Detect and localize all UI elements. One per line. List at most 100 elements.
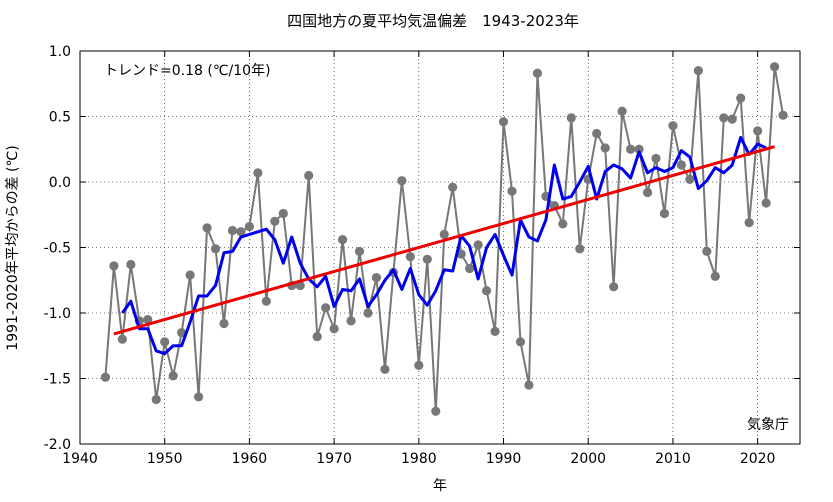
annual-data-point	[507, 186, 517, 196]
annual-data-point	[405, 252, 415, 262]
gridlines	[80, 51, 800, 444]
x-tick-label: 2000	[570, 451, 606, 467]
axes: 1940 1950 1960 1970 1980 1990 2000 2010 2020 -2.0…	[44, 44, 800, 467]
annual-data-point	[422, 254, 432, 264]
annual-data-point	[219, 318, 229, 329]
y-tick-label: -1.5	[44, 372, 71, 388]
annual-data-point	[702, 246, 712, 257]
annual-data-point	[439, 229, 449, 239]
annual-data-point	[625, 144, 636, 154]
annual-data-point	[261, 296, 271, 306]
annual-data-point	[769, 62, 780, 72]
annual-data-point	[744, 218, 754, 228]
credit-label: 気象庁	[747, 417, 789, 433]
annual-data-point	[524, 380, 534, 390]
annual-data-point	[253, 168, 263, 178]
annual-data-point	[778, 110, 788, 120]
annual-data-point	[558, 219, 568, 229]
annual-data-point	[575, 244, 585, 254]
y-tick-label: -1.0	[44, 306, 71, 322]
annual-data-point	[761, 198, 771, 208]
annual-data-point	[270, 216, 280, 226]
annual-data-point	[642, 187, 653, 198]
annual-data-point	[397, 176, 407, 186]
annual-data-point	[168, 371, 178, 381]
trend-line	[113, 145, 775, 336]
annual-data-point	[414, 360, 424, 370]
annual-data-point	[354, 246, 365, 257]
annual-data-point	[210, 244, 221, 254]
annual-data-point	[337, 235, 348, 245]
annual-data-point	[719, 113, 729, 123]
y-tick-label: -0.5	[44, 241, 71, 257]
annual-data-point	[431, 406, 441, 416]
annual-data-point	[481, 286, 492, 296]
annual-data-point	[566, 113, 576, 123]
annual-data-point	[278, 208, 288, 219]
annual-data-point	[736, 93, 746, 103]
annual-data-point	[321, 303, 331, 313]
annual-data-point	[202, 223, 212, 233]
annual-data-point	[668, 121, 678, 131]
trend-label: トレンド=0.18 (℃/10年)	[104, 63, 271, 79]
annual-data-point	[609, 282, 619, 292]
annual-data-point	[753, 126, 763, 136]
annual-data-point	[634, 144, 644, 154]
annual-data-point	[659, 208, 670, 219]
annual-data-point	[727, 114, 737, 124]
annual-data-point	[143, 314, 153, 325]
annual-data-point	[676, 160, 687, 170]
x-axis-label: 年	[433, 478, 447, 494]
x-tick-label: 2020	[740, 451, 776, 467]
plot-frame	[79, 50, 801, 445]
annual-data-point	[515, 337, 526, 347]
annual-data-point	[227, 225, 238, 236]
annual-data-point	[151, 394, 161, 405]
annual-data-point	[651, 153, 661, 164]
annual-data-point	[380, 364, 390, 374]
annual-data-point	[236, 227, 246, 237]
annual-data-point	[498, 117, 509, 127]
annual-data-point	[465, 263, 475, 274]
annual-data-point	[592, 128, 602, 139]
annual-data-point	[600, 143, 610, 153]
annual-data-point	[160, 337, 170, 347]
annual-data-point	[532, 68, 543, 78]
annual-data-point	[244, 221, 255, 232]
annual-data-point	[185, 270, 195, 280]
annual-data-point	[371, 273, 382, 283]
y-tick-label: 0.5	[49, 110, 71, 126]
annual-data-point	[448, 182, 458, 192]
y-tick-label: 0.0	[49, 175, 71, 191]
annual-data-point	[109, 261, 119, 271]
annual-data-point	[346, 316, 356, 326]
y-tick-label: -2.0	[44, 437, 71, 453]
annual-data-point	[490, 326, 500, 336]
annual-data-point	[304, 170, 314, 181]
x-tick-label: 1970	[316, 451, 352, 467]
x-tick-label: 1990	[486, 451, 522, 467]
annual-data-point	[473, 240, 483, 250]
annual-data-point	[329, 324, 339, 334]
x-tick-label: 1980	[401, 451, 437, 467]
annual-data-point	[100, 372, 111, 382]
annual-data-point	[710, 271, 720, 281]
x-tick-label: 2010	[655, 451, 691, 467]
chart-title: 四国地方の夏平均気温偏差 1943-2023年	[287, 12, 579, 30]
annual-data-point	[312, 331, 322, 342]
annual-data-point	[126, 259, 136, 270]
x-tick-label: 1940	[62, 451, 98, 467]
series-layer	[100, 62, 788, 416]
x-tick-label: 1960	[232, 451, 268, 467]
running-mean-line	[121, 135, 767, 356]
annual-data-point	[193, 392, 204, 402]
annual-data-point	[693, 66, 703, 76]
annual-data-point	[363, 308, 373, 318]
annual-data-point	[685, 174, 695, 184]
x-tick-label: 1950	[147, 451, 183, 467]
y-tick-label: 1.0	[49, 44, 71, 60]
annual-data-point	[617, 106, 627, 116]
y-axis-label: 1991-2020年平均からの差 (℃)	[5, 145, 21, 350]
